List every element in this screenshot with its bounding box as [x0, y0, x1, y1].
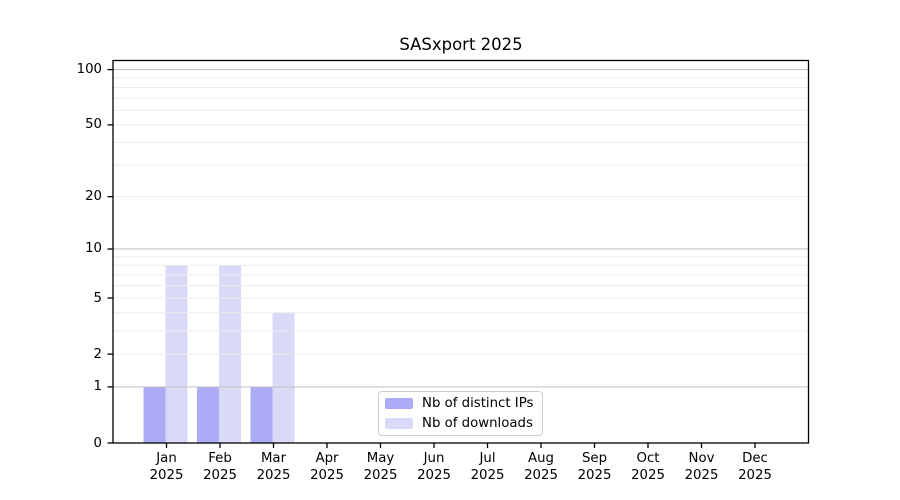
y-tick-label-5: 5 [93, 290, 102, 306]
chart-title: SASxport 2025 [399, 35, 523, 54]
bar-downloads-mar [272, 312, 295, 443]
y-tick-label-50: 50 [85, 117, 102, 133]
plot-spines [112, 59, 810, 444]
x-tick-label-feb: Feb 2025 [203, 451, 237, 483]
y-tick-label-20: 20 [85, 189, 102, 205]
x-tick-label-aug: Aug 2025 [524, 451, 558, 483]
x-tick-label-apr: Apr 2025 [310, 451, 344, 483]
legend-item-distinct-ips: Nb of distinct IPs [385, 395, 542, 412]
legend-item-downloads: Nb of downloads [385, 415, 542, 432]
legend: Nb of distinct IPs Nb of downloads [378, 391, 543, 436]
bar-distinct-ips-jan [143, 386, 166, 443]
x-tick-label-sep: Sep 2025 [577, 451, 612, 483]
y-tick-label-1: 1 [93, 379, 102, 395]
x-tick-label-jun: Jun 2025 [417, 451, 451, 483]
x-tick-label-dec: Dec 2025 [738, 451, 772, 483]
x-tick-label-oct: Oct 2025 [631, 451, 665, 483]
bar-distinct-ips-mar [250, 386, 273, 443]
legend-label-downloads: Nb of downloads [422, 416, 533, 431]
x-tick-label-may: May 2025 [363, 451, 398, 483]
x-tick-label-mar: Mar 2025 [256, 451, 291, 483]
y-tick-label-10: 10 [85, 241, 102, 257]
legend-swatch-downloads [385, 418, 413, 429]
legend-label-distinct-ips: Nb of distinct IPs [422, 396, 534, 411]
bar-distinct-ips-feb [197, 386, 219, 443]
x-tick-label-nov: Nov 2025 [684, 451, 719, 483]
y-tick-label-0: 0 [93, 435, 102, 451]
x-tick-label-jan: Jan 2025 [149, 451, 184, 483]
y-tick-label-100: 100 [76, 62, 102, 78]
x-tick-label-jul: Jul 2025 [470, 451, 505, 483]
y-tick-label-2: 2 [93, 346, 102, 362]
legend-swatch-distinct-ips [385, 398, 413, 409]
